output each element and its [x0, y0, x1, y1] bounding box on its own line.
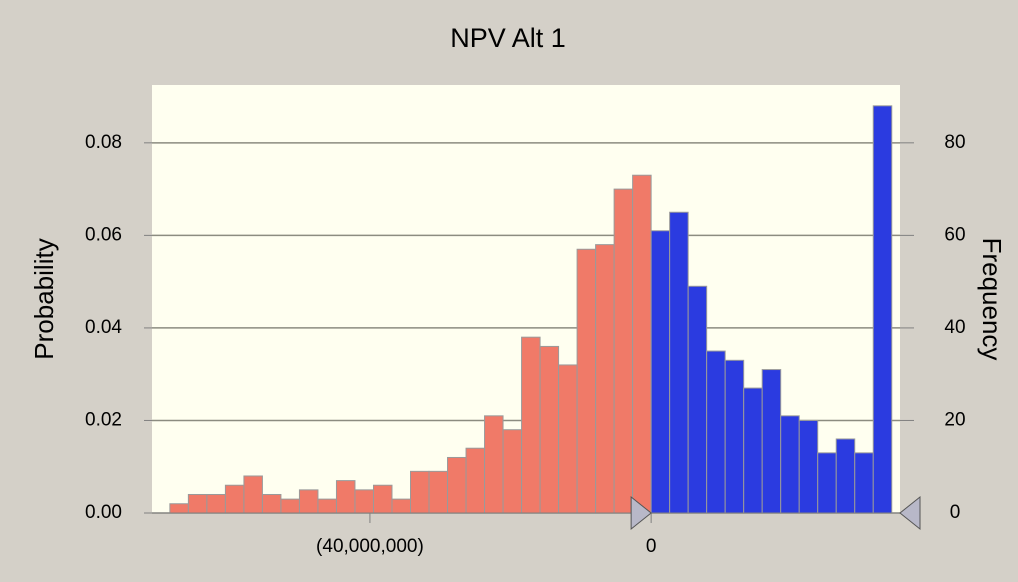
bar	[169, 503, 189, 514]
y2-axis-label: Frequency	[977, 238, 1007, 361]
y2-tick-label: 80	[944, 132, 965, 153]
y-tick-label: 0.02	[85, 409, 122, 430]
y-tick-label: 0.04	[85, 317, 122, 338]
bar	[706, 350, 726, 514]
bar	[187, 493, 208, 514]
bar	[465, 447, 486, 514]
bar	[687, 285, 708, 514]
y-tick-label: 0.06	[85, 224, 122, 245]
y2-tick-label: 60	[944, 224, 965, 245]
bar	[391, 498, 412, 514]
bar	[558, 364, 578, 514]
bar	[428, 470, 449, 514]
bar	[872, 105, 893, 514]
x-tick-label: 0	[646, 536, 657, 557]
bar	[298, 489, 319, 514]
bar	[372, 484, 393, 514]
bar	[447, 456, 467, 514]
y-axis-label: Probability	[29, 238, 59, 359]
bar	[261, 493, 282, 514]
y2-tick-label: 0	[950, 502, 961, 523]
chart-title: NPV Alt 1	[450, 23, 566, 53]
bar	[817, 452, 837, 514]
y2-tick-label: 40	[944, 317, 965, 338]
bar	[798, 419, 819, 514]
bar	[835, 438, 856, 514]
bar	[854, 452, 874, 514]
bar	[576, 248, 597, 514]
bar	[502, 429, 523, 514]
bar	[335, 480, 356, 514]
certainty-grabber-right[interactable]	[899, 495, 921, 531]
y-tick-label: 0.08	[85, 132, 122, 153]
bar	[780, 415, 800, 514]
bar	[650, 230, 671, 514]
bar	[484, 415, 504, 514]
bar	[354, 489, 374, 514]
y-tick-label: 0.00	[85, 502, 122, 523]
bar	[317, 498, 337, 514]
bar	[224, 484, 245, 514]
bar	[521, 336, 541, 514]
bar	[669, 211, 689, 514]
bar	[613, 188, 634, 514]
bar	[410, 470, 430, 514]
bar	[539, 345, 560, 514]
bar	[761, 369, 782, 514]
bar	[743, 387, 763, 514]
x-tick-label: (40,000,000)	[316, 536, 424, 557]
bar	[595, 244, 615, 514]
bar	[280, 498, 300, 514]
bar	[206, 493, 226, 514]
bar	[243, 475, 263, 514]
bar	[632, 174, 652, 514]
y2-tick-label: 20	[944, 409, 965, 430]
bar	[724, 359, 745, 514]
certainty-grabber-left[interactable]	[630, 495, 652, 531]
